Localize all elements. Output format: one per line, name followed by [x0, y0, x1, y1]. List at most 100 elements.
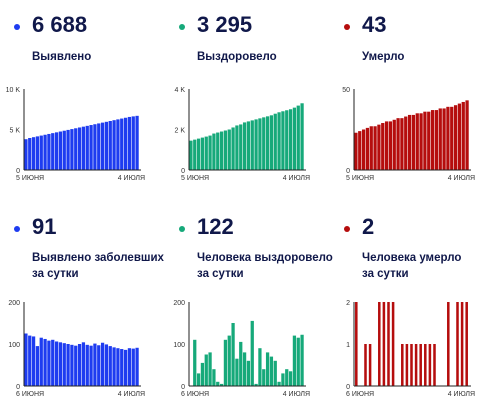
bar: [47, 340, 51, 386]
stat-label: Человека умерло за сутки: [362, 250, 461, 282]
bar: [223, 130, 228, 170]
stat-panel: 0 1 2 6 ИЮНЯ 4 ИЮЛЯ 2 Человека умерло за сутки: [330, 202, 490, 402]
bar: [123, 349, 128, 386]
x-tick-label: 4 ИЮЛЯ: [448, 175, 475, 182]
stat-label-line: Выявлено заболевших: [32, 252, 164, 264]
bar: [401, 344, 404, 386]
bar: [81, 342, 86, 386]
stat-label: Умерло: [362, 49, 404, 65]
bar: [97, 123, 101, 170]
y-tick-label: 2 K: [174, 128, 185, 135]
bar: [381, 123, 385, 170]
bar: [239, 124, 243, 170]
bar: [446, 106, 450, 170]
y-tick-label: 100: [8, 342, 20, 349]
bar-chart: 0 2 K 4 K 5 ИЮНЯ 4 ИЮЛЯ: [174, 87, 310, 182]
bar: [258, 348, 262, 386]
bar: [354, 132, 358, 170]
stat-panel: 0 100 200 6 ИЮНЯ 4 ИЮЛЯ 91 Выявлено заболевших…: [0, 202, 164, 402]
bar: [296, 105, 300, 170]
stat-label-line: Человека выздоровело: [197, 252, 333, 264]
bar: [461, 101, 465, 170]
bar: [428, 344, 432, 386]
bar: [81, 126, 86, 170]
y-tick-label: 2: [346, 300, 350, 307]
bar: [419, 344, 422, 386]
bar: [135, 115, 139, 170]
bar: [193, 139, 197, 171]
bar: [400, 118, 404, 170]
bar: [196, 138, 201, 170]
bar: [58, 342, 63, 386]
stat-label: Человека выздоровело за сутки: [197, 250, 333, 282]
y-tick-label: 100: [173, 342, 185, 349]
bar: [427, 111, 431, 170]
bar: [384, 121, 389, 170]
x-tick-label: 6 ИЮНЯ: [16, 391, 44, 398]
bar-chart: 0 50 5 ИЮНЯ 4 ИЮЛЯ: [342, 87, 475, 182]
bar: [200, 137, 205, 170]
bar: [285, 369, 289, 386]
bar: [358, 131, 362, 170]
stat-value: 6 688: [32, 12, 88, 37]
stat-label-line: Выздоровело: [197, 51, 277, 63]
stat-panel: 0 50 5 ИЮНЯ 4 ИЮЛЯ 43 Умерло: [330, 0, 490, 200]
bar-chart: 0 5 K 10 K 5 ИЮНЯ 4 ИЮЛЯ: [6, 87, 145, 182]
stat-panel: 0 2 K 4 K 5 ИЮНЯ 4 ИЮЛЯ 3 295 Выздоровело: [165, 0, 325, 200]
y-tick-label: 5 K: [9, 128, 20, 135]
x-tick-label: 4 ИЮЛЯ: [283, 175, 310, 182]
x-tick-label: 4 ИЮЛЯ: [118, 175, 145, 182]
bar: [285, 110, 289, 170]
bar: [456, 302, 459, 386]
bar: [292, 107, 297, 170]
stat-label-line: Выявлено: [32, 51, 92, 63]
stat-label-line: Человека умерло: [362, 252, 462, 264]
bar: [457, 103, 462, 170]
bar: [62, 343, 66, 386]
bar: [405, 344, 409, 386]
bar: [116, 119, 120, 171]
bar: [273, 113, 277, 170]
bar: [189, 140, 193, 170]
bar-chart: 0 100 200 6 ИЮНЯ 4 ИЮЛЯ: [173, 300, 310, 398]
bar: [242, 122, 247, 170]
stat-value: 2: [362, 214, 375, 239]
bar: [131, 116, 135, 170]
bar: [288, 109, 293, 170]
bar: [227, 129, 231, 170]
bar: [54, 132, 59, 170]
bar: [281, 111, 285, 170]
y-tick-label: 1: [346, 342, 350, 349]
x-tick-label: 4 ИЮЛЯ: [448, 391, 475, 398]
bar: [74, 345, 78, 386]
series-dot-icon: [179, 24, 185, 30]
bar: [250, 120, 254, 170]
bar: [277, 112, 281, 170]
bar: [235, 125, 239, 170]
series-dot-icon: [14, 24, 20, 30]
bar: [396, 118, 400, 170]
bar: [43, 134, 47, 170]
bar: [35, 346, 40, 386]
bar: [465, 302, 468, 386]
bar: [246, 121, 251, 170]
bar: [453, 105, 458, 170]
bar: [54, 341, 59, 386]
bar: [77, 127, 82, 170]
x-tick-label: 5 ИЮНЯ: [346, 175, 374, 182]
bar: [216, 132, 220, 170]
stat-label-line: за сутки: [197, 268, 244, 280]
bar: [108, 121, 112, 170]
bar: [104, 344, 109, 386]
bar-chart: 0 100 200 6 ИЮНЯ 4 ИЮЛЯ: [8, 300, 145, 398]
bar: [411, 114, 416, 170]
x-tick-label: 6 ИЮНЯ: [181, 391, 209, 398]
bar: [292, 335, 297, 386]
bar: [24, 333, 28, 386]
stat-label: Выздоровело: [197, 49, 277, 65]
bar: [108, 346, 112, 386]
series-dot-icon: [14, 226, 20, 232]
bar: [127, 116, 132, 170]
bar: [35, 136, 40, 170]
stat-label: Выявлено: [32, 49, 91, 65]
